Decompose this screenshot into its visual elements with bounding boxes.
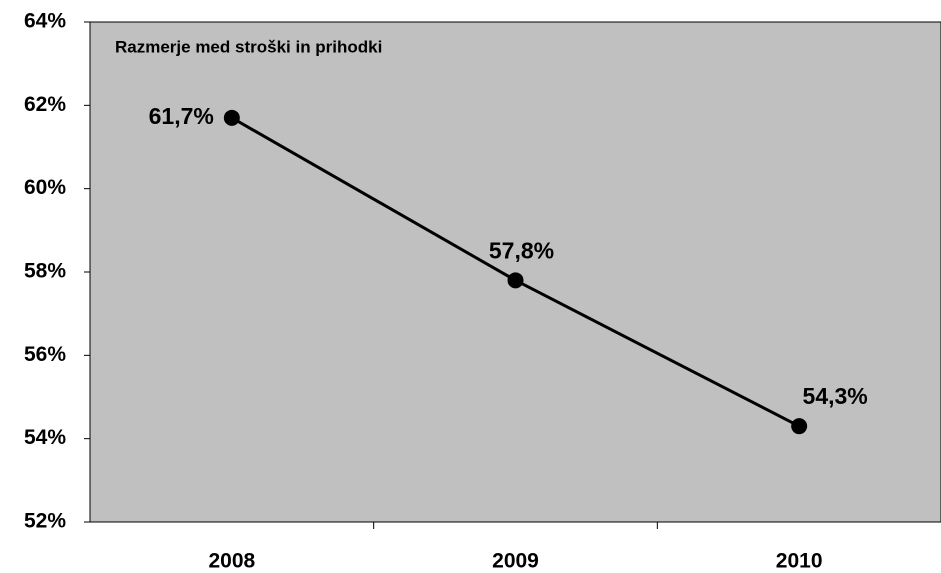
x-tick-label: 2008 [208, 550, 255, 573]
chart-title: Razmerje med stroški in prihodki [115, 37, 382, 56]
data-label: 61,7% [149, 103, 214, 129]
y-tick-label: 54% [24, 426, 66, 449]
y-tick-label: 62% [24, 93, 66, 116]
plot-area [89, 21, 941, 523]
data-label: 54,3% [803, 383, 868, 409]
marker [791, 418, 808, 435]
y-tick-label: 58% [24, 260, 66, 283]
data-label: 57,8% [489, 237, 554, 263]
x-tick-label: 2010 [776, 550, 823, 573]
y-tick-label: 52% [24, 510, 66, 533]
x-tick-label: 2009 [492, 550, 539, 573]
y-tick-label: 56% [24, 343, 66, 366]
y-tick-label: 64% [24, 10, 66, 33]
marker [507, 272, 524, 289]
marker [223, 109, 240, 126]
y-tick-label: 60% [24, 176, 66, 199]
